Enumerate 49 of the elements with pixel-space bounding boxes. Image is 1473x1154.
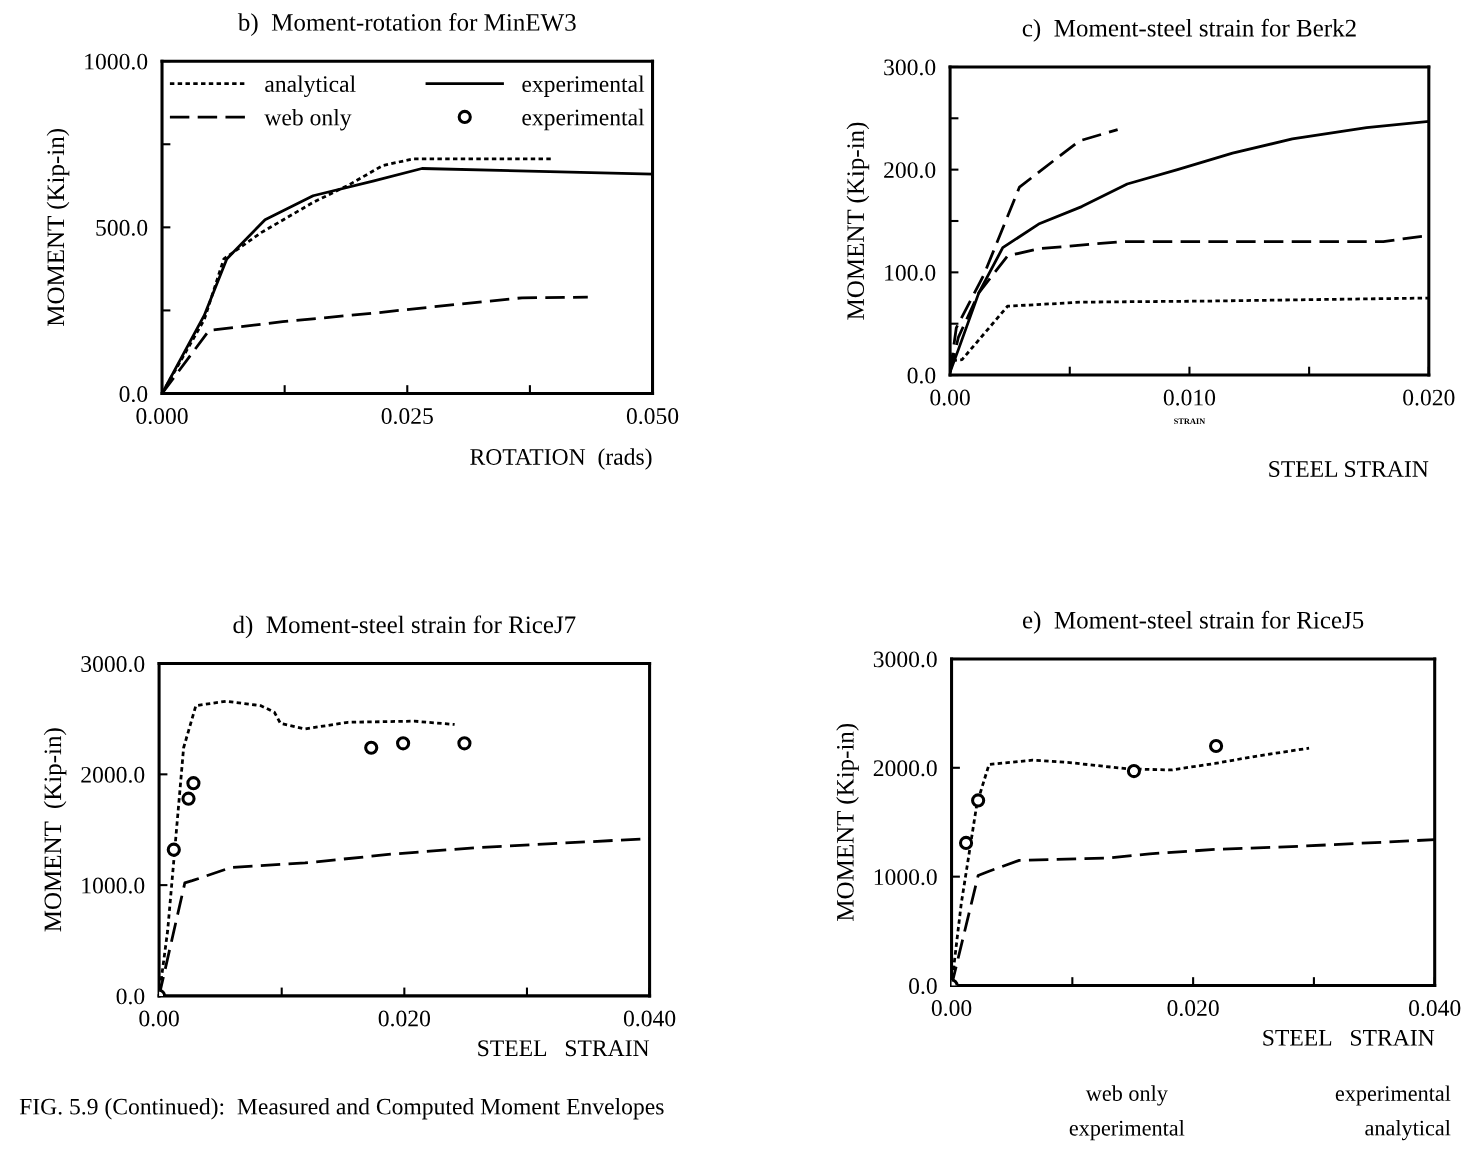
chart-title: c) Moment-steel strain for Berk2 bbox=[1022, 18, 1356, 42]
y-tick-label: 3000.0 bbox=[81, 656, 145, 673]
y-tick-label: 0.0 bbox=[116, 988, 145, 1005]
text: STRAIN bbox=[1174, 418, 1206, 425]
x-axis-title: STEEL STRAIN bbox=[478, 1040, 650, 1057]
y-tick-label: 300.0 bbox=[884, 59, 936, 76]
x-tick-label: 0.040 bbox=[1409, 1000, 1461, 1017]
legend-label: experimental bbox=[522, 108, 645, 131]
y-axis-title: MOMENT (Kip-in) bbox=[846, 122, 870, 320]
x-tick-label: 0.010 bbox=[1163, 389, 1216, 406]
y-tick-label: 3000.0 bbox=[873, 651, 937, 668]
x-tick-label: 0.050 bbox=[626, 408, 679, 425]
chart-title: d) Moment-steel strain for RiceJ7 bbox=[233, 615, 576, 639]
caption: FIG. 5.9 (Continued): Measured and Computed Moment Envelopes bbox=[19, 1097, 664, 1120]
legend-label: web only bbox=[264, 108, 352, 131]
text: experimental bbox=[1069, 1120, 1185, 1141]
x-axis-title: ROTATION (rads) bbox=[470, 448, 652, 470]
x-tick-label: 0.020 bbox=[1403, 389, 1455, 406]
x-axis-title: STEEL STRAIN bbox=[1269, 461, 1429, 477]
x-tick-label: 0.020 bbox=[1167, 1000, 1219, 1017]
y-tick-label: 200.0 bbox=[884, 162, 936, 179]
y-tick-label: 0.0 bbox=[119, 386, 148, 403]
y-tick-label: 100.0 bbox=[885, 264, 936, 281]
y-axis-title: MOMENT (Kip-in) bbox=[836, 723, 859, 921]
y-tick-label: 2000.0 bbox=[81, 766, 145, 783]
chart-title: b) Moment-rotation for MinEW3 bbox=[237, 13, 576, 36]
y-tick-label: 1000.0 bbox=[85, 53, 148, 70]
y-tick-label: 2000.0 bbox=[873, 760, 937, 777]
y-tick-label: 0.0 bbox=[909, 978, 937, 995]
x-tick-label: 0.020 bbox=[378, 1010, 430, 1027]
text: web only bbox=[1085, 1085, 1168, 1106]
x-tick-label: 0.00 bbox=[930, 389, 970, 406]
x-tick-label: 0.00 bbox=[139, 1010, 179, 1027]
legend-label: experimental bbox=[522, 75, 645, 97]
x-axis-title: STEEL STRAIN bbox=[1263, 1029, 1435, 1046]
x-tick-label: 0.025 bbox=[381, 408, 433, 425]
y-tick-label: 0.0 bbox=[907, 367, 936, 384]
y-tick-label: 1000.0 bbox=[874, 869, 937, 886]
x-tick-label: 0.000 bbox=[136, 408, 188, 425]
y-tick-label: 1000.0 bbox=[82, 877, 145, 894]
y-axis-title: MOMENT (Kip-in) bbox=[46, 129, 70, 327]
chart-title: e) Moment-steel strain for RiceJ5 bbox=[1022, 610, 1364, 634]
x-tick-label: 0.00 bbox=[931, 1000, 972, 1017]
text: analytical bbox=[1365, 1119, 1451, 1141]
y-axis-title: MOMENT (Kip-in) bbox=[43, 728, 67, 932]
legend-label: analytical bbox=[265, 75, 356, 97]
y-tick-label: 500.0 bbox=[96, 219, 148, 236]
x-tick-label: 0.040 bbox=[623, 1010, 676, 1027]
text: experimental bbox=[1335, 1085, 1451, 1106]
